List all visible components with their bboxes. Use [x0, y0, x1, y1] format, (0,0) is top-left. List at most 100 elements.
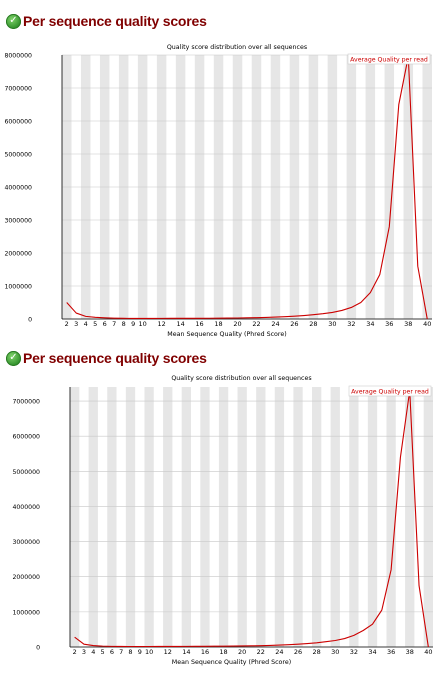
x-tick-label: 12 — [157, 320, 165, 328]
x-tick-label: 2 — [65, 320, 69, 328]
x-tick-label: 5 — [101, 648, 105, 656]
background-band — [256, 387, 266, 647]
x-tick-label: 40 — [424, 648, 432, 656]
background-band — [293, 387, 303, 647]
legend-box — [347, 53, 431, 65]
check-icon: ✓ — [6, 13, 21, 29]
x-tick-label: 2 — [73, 648, 77, 656]
x-tick-label: 30 — [328, 320, 336, 328]
section-title: Per sequence quality scores — [23, 13, 207, 29]
background-band — [144, 387, 154, 647]
background-band — [405, 387, 415, 647]
background-band — [237, 387, 247, 647]
x-tick-label: 16 — [201, 648, 209, 656]
y-tick-label: 7000000 — [12, 399, 40, 406]
y-tick-label: 0 — [36, 645, 40, 652]
chart-title: Quality score distribution over all sequ… — [167, 44, 307, 51]
y-tick-label: 3000000 — [4, 218, 32, 225]
x-tick-label: 30 — [331, 648, 339, 656]
x-tick-label: 9 — [131, 320, 135, 328]
x-tick-label: 8 — [122, 320, 126, 328]
section-per-sequence-quality-2: ✓ Per sequence quality scores 0 1000000 20… — [0, 344, 436, 675]
background-band — [218, 387, 229, 647]
x-tick-label: 18 — [219, 648, 227, 656]
y-tick-label: 2000000 — [4, 251, 32, 258]
x-tick-label: 7 — [112, 320, 116, 328]
x-tick-label: 38 — [406, 648, 414, 656]
x-tick-label: 8 — [128, 648, 132, 656]
y-tick-label: 8000000 — [4, 53, 32, 60]
x-tick-label: 24 — [271, 320, 279, 328]
x-tick-label: 7 — [119, 648, 123, 656]
x-tick-label: 14 — [176, 320, 184, 328]
x-tick-label: 40 — [423, 320, 431, 328]
background-band — [181, 387, 191, 647]
x-tick-label: 6 — [103, 320, 107, 328]
background-band — [163, 387, 173, 647]
x-tick-label: 3 — [82, 648, 86, 656]
y-tick-label: 3000000 — [12, 539, 40, 546]
background-band — [125, 387, 136, 647]
quality-chart-2: 0 1000000 2000000 3000000 4000000 5000000 6000… — [12, 375, 433, 666]
background-band — [367, 387, 378, 647]
background-band — [107, 387, 117, 647]
x-tick-label: 38 — [404, 320, 412, 328]
legend-label: Average Quality per read — [350, 56, 428, 63]
x-tick-label: 34 — [368, 648, 376, 656]
y-tick-label: 1000000 — [4, 284, 32, 291]
x-tick-label: 18 — [214, 320, 222, 328]
legend-box — [348, 385, 432, 397]
y-tick-label: 6000000 — [4, 119, 32, 126]
y-tick-label: 7000000 — [4, 86, 32, 93]
x-tick-label: 12 — [164, 648, 172, 656]
section-heading: ✓ Per sequence quality scores — [6, 350, 207, 366]
quality-chart-1: 0 1000000 2000000 3000000 4000000 5000000 6000… — [4, 44, 432, 338]
x-tick-label: 28 — [309, 320, 317, 328]
section-title: Per sequence quality scores — [23, 350, 207, 366]
background-band — [386, 387, 396, 647]
x-axis-label: Mean Sequence Quality (Phred Score) — [167, 331, 286, 338]
y-tick-label: 1000000 — [12, 609, 40, 616]
x-tick-label: 4 — [91, 648, 95, 656]
legend-label: Average Quality per read — [351, 388, 429, 395]
x-tick-label: 5 — [93, 320, 97, 328]
background-band — [349, 387, 359, 647]
x-tick-label: 10 — [139, 320, 147, 328]
y-tick-label: 5000000 — [4, 152, 32, 159]
x-tick-label: 20 — [238, 648, 246, 656]
section-per-sequence-quality-1: ✓ Per sequence quality scores 0 1000000 20… — [4, 13, 432, 338]
x-tick-label: 4 — [84, 320, 88, 328]
x-tick-label: 3 — [74, 320, 78, 328]
x-tick-label: 36 — [385, 320, 393, 328]
chart-title: Quality score distribution over all sequ… — [171, 375, 311, 382]
x-tick-label: 26 — [290, 320, 298, 328]
y-tick-label: 2000000 — [12, 574, 40, 581]
background-band — [312, 387, 322, 647]
x-tick-label: 9 — [138, 648, 142, 656]
y-tick-label: 4000000 — [12, 504, 40, 511]
x-tick-label: 6 — [110, 648, 114, 656]
x-tick-label: 36 — [387, 648, 395, 656]
x-tick-label: 34 — [366, 320, 374, 328]
background-band — [200, 387, 210, 647]
y-tick-label: 5000000 — [12, 469, 40, 476]
x-tick-label: 26 — [294, 648, 302, 656]
x-tick-label: 10 — [145, 648, 153, 656]
background-band — [88, 387, 98, 647]
check-icon: ✓ — [6, 350, 21, 366]
background-band — [423, 387, 433, 647]
y-tick-label: 0 — [28, 317, 32, 324]
section-heading: ✓ Per sequence quality scores — [6, 13, 207, 29]
background-band — [330, 387, 340, 647]
x-tick-label: 32 — [347, 320, 355, 328]
x-tick-label: 14 — [182, 648, 190, 656]
x-tick-label: 16 — [195, 320, 203, 328]
x-axis-label: Mean Sequence Quality (Phred Score) — [172, 659, 291, 666]
x-tick-label: 28 — [313, 648, 321, 656]
x-tick-label: 22 — [252, 320, 260, 328]
y-tick-label: 4000000 — [4, 185, 32, 192]
x-tick-label: 22 — [257, 648, 265, 656]
x-tick-label: 20 — [233, 320, 241, 328]
x-tick-label: 24 — [275, 648, 283, 656]
y-tick-label: 6000000 — [12, 434, 40, 441]
